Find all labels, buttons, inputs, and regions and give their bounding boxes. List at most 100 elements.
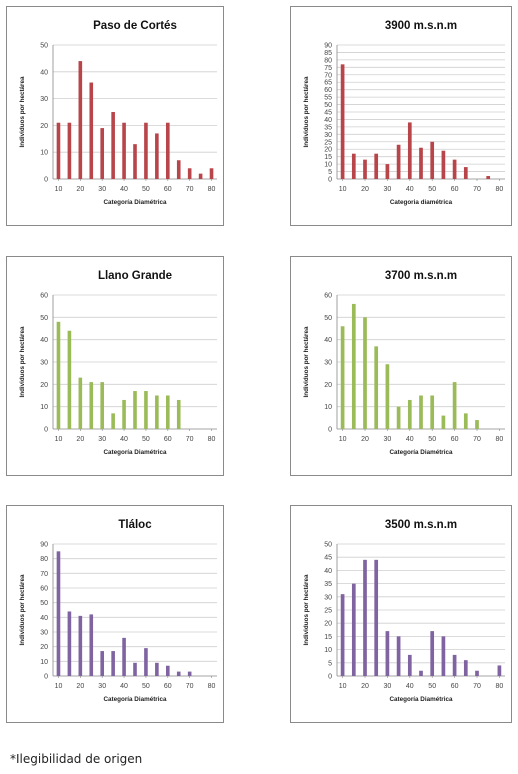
bar xyxy=(385,631,390,676)
y-tick-label: 50 xyxy=(40,315,48,322)
chart-panel-3900: 3900 m.s.n.m 0 5 10 15 20 25 30 35 40 45 50 55 60 65 70… xyxy=(290,6,512,226)
y-tick-label: 20 xyxy=(324,147,332,154)
x-axis-label: Categoría Diamétrica xyxy=(390,449,453,456)
bar xyxy=(463,167,468,179)
chart-svg: 3900 m.s.n.m0510152025303540455055606570… xyxy=(303,20,505,206)
chart-title: 3500 m.s.n.m xyxy=(385,519,457,531)
y-tick-label: 20 xyxy=(40,382,48,389)
y-tick-label: 85 xyxy=(324,50,332,57)
y-axis-label: Individuos por hectárea xyxy=(303,326,310,398)
y-tick-label: 65 xyxy=(324,80,332,87)
bar xyxy=(89,82,94,179)
x-tick-label: 20 xyxy=(361,436,369,443)
x-tick-label: 10 xyxy=(339,436,347,443)
y-tick-label: 60 xyxy=(40,293,48,300)
x-tick-label: 60 xyxy=(451,436,459,443)
x-tick-label: 20 xyxy=(361,186,369,193)
bar xyxy=(363,559,367,676)
x-tick-label: 10 xyxy=(339,683,347,690)
bar xyxy=(351,153,356,179)
y-tick-label: 50 xyxy=(324,315,332,322)
bar xyxy=(374,559,379,676)
bar xyxy=(144,122,148,179)
bar xyxy=(89,614,94,676)
y-tick-label: 30 xyxy=(324,360,332,367)
chart-svg: 3700 m.s.n.m 0 10 20 30 40 50 60 10 20 30 40 50 60 70 8… xyxy=(303,270,505,456)
bar xyxy=(351,303,356,429)
bar xyxy=(111,651,115,676)
x-tick-label: 60 xyxy=(164,683,172,690)
y-axis-label: Individuos por hectárea xyxy=(19,76,26,148)
bar xyxy=(452,159,457,179)
bar xyxy=(155,395,159,429)
y-tick-label: 40 xyxy=(40,69,48,76)
bar xyxy=(165,665,170,676)
y-tick-label: 10 xyxy=(40,659,48,666)
bar xyxy=(385,164,390,179)
x-tick-label: 20 xyxy=(76,683,84,690)
x-tick-label: 30 xyxy=(98,683,106,690)
x-tick-label: 40 xyxy=(406,186,414,193)
x-tick-label: 80 xyxy=(496,186,504,193)
x-axis-label: Categoría Diamétrica xyxy=(104,449,167,456)
bar xyxy=(396,636,401,676)
bar xyxy=(419,147,423,179)
bar xyxy=(155,133,159,179)
y-tick-label: 30 xyxy=(40,360,48,367)
y-tick-label: 10 xyxy=(324,647,332,654)
y-tick-label: 25 xyxy=(324,608,332,615)
y-tick-label: 20 xyxy=(324,382,332,389)
bar xyxy=(441,415,446,429)
x-tick-label: 70 xyxy=(473,186,481,193)
chart-panel-tlaloc: Tláloc 0 10 20 30 40 50 60 70 80 90 10 20 30 40 50 60 70 8… xyxy=(6,505,224,723)
y-tick-label: 60 xyxy=(324,87,332,94)
y-tick-label: 80 xyxy=(40,556,48,563)
y-tick-label: 40 xyxy=(324,117,332,124)
bar xyxy=(89,382,94,429)
bar xyxy=(441,636,446,676)
bar xyxy=(144,648,148,676)
bar xyxy=(111,413,115,429)
x-tick-label: 10 xyxy=(339,186,347,193)
y-tick-label: 25 xyxy=(324,139,332,146)
y-tick-label: 40 xyxy=(324,568,332,575)
y-tick-label: 70 xyxy=(40,571,48,578)
y-tick-label: 10 xyxy=(40,150,48,157)
x-axis-label: Categoría Diamétrica xyxy=(390,696,453,703)
chart-svg: Llano Grande 0 10 20 30 40 50 60 10 20 30 40 50 60 70 8… xyxy=(19,270,217,456)
footnote: *Ilegibilidad de origen xyxy=(10,752,143,766)
bar xyxy=(419,670,423,676)
chart-svg: Paso de Cortés 0 10 20 30 40 50 10 20 30 40 50 60 70 8… xyxy=(19,20,217,206)
bar xyxy=(340,326,345,429)
bar xyxy=(100,382,105,429)
chart-panel-3700: 3700 m.s.n.m 0 10 20 30 40 50 60 10 20 30 40 50 60 70 8… xyxy=(290,256,512,476)
x-tick-label: 80 xyxy=(208,436,216,443)
bar xyxy=(497,665,502,676)
bar xyxy=(363,159,367,179)
bar xyxy=(56,122,61,179)
chart-title: Llano Grande xyxy=(98,270,172,282)
bar xyxy=(176,160,181,179)
bar xyxy=(452,654,457,676)
y-axis-label: Individuos por hectárea xyxy=(303,76,310,148)
bar xyxy=(407,399,412,429)
x-tick-label: 10 xyxy=(55,683,63,690)
y-tick-label: 60 xyxy=(324,293,332,300)
y-tick-label: 70 xyxy=(324,72,332,79)
y-tick-label: 35 xyxy=(324,124,332,131)
bar xyxy=(122,399,126,429)
bar xyxy=(122,637,126,676)
y-tick-label: 20 xyxy=(40,123,48,130)
y-tick-label: 30 xyxy=(324,594,332,601)
y-tick-label: 30 xyxy=(40,96,48,103)
x-tick-label: 80 xyxy=(496,436,504,443)
x-tick-label: 20 xyxy=(76,186,84,193)
y-tick-label: 15 xyxy=(324,634,332,641)
bar xyxy=(67,330,72,429)
bar xyxy=(133,662,137,676)
chart-title: Paso de Cortés xyxy=(93,20,177,32)
y-tick-label: 10 xyxy=(324,162,332,169)
bar xyxy=(486,176,491,179)
x-tick-label: 50 xyxy=(428,436,436,443)
x-tick-label: 50 xyxy=(428,683,436,690)
